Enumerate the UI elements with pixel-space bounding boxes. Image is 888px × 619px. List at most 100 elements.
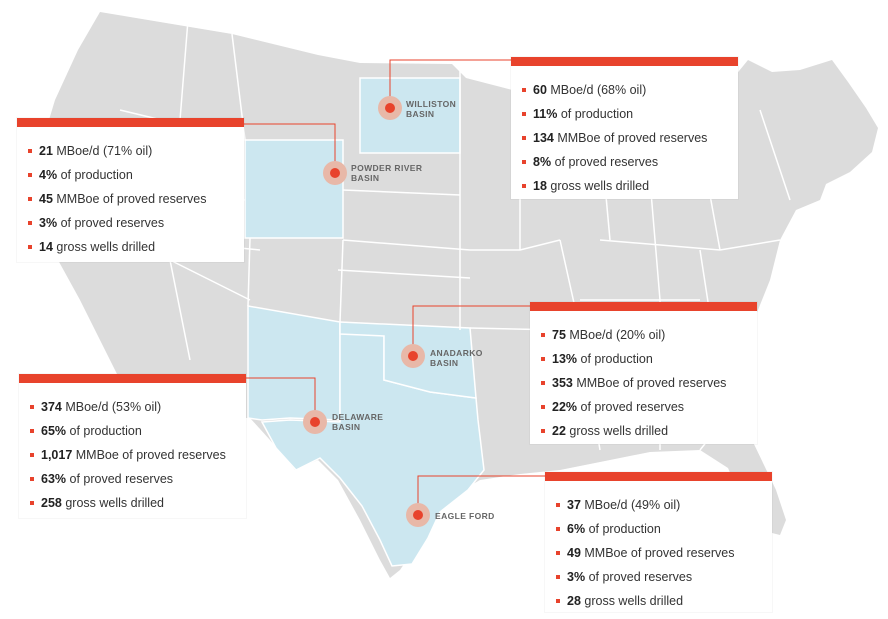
stat-item: 4% of production [17,163,244,187]
stat-value: 6% [567,522,586,536]
stat-value: 134 [533,131,554,145]
stat-item: 3% of proved reserves [545,565,772,589]
stat-text: of production [560,107,634,121]
stat-text: MBoe/d (71% oil) [56,144,153,158]
label-williston-line1: WILLISTON [406,99,457,109]
stat-item: 65% of production [19,419,246,443]
bullet-icon [541,333,545,337]
card-williston: 60 MBoe/d (68% oil) 11% of production 13… [511,57,738,199]
stat-text: MMBoe of proved reserves [557,131,708,145]
stat-value: 22% [552,400,578,414]
stat-list: 21 MBoe/d (71% oil) 4% of production 45 … [17,127,244,259]
label-powder-river-line1: POWDER RIVER [351,163,423,173]
bullet-icon [28,173,32,177]
stat-text: of production [69,424,142,438]
stat-text: of proved reserves [60,216,165,230]
stat-value: 37 [567,498,581,512]
stat-value: 1,017 [41,448,73,462]
stat-value: 21 [39,144,53,158]
leader-eagle-ford [417,475,546,513]
bullet-icon [541,381,545,385]
card-anadarko: 75 MBoe/d (20% oil) 13% of production 35… [530,302,757,444]
bullet-icon [522,184,526,188]
bullet-icon [522,160,526,164]
bullet-icon [556,503,560,507]
stat-value: 63% [41,472,67,486]
bullet-icon [28,221,32,225]
stat-item: 45 MMBoe of proved reserves [17,187,244,211]
stat-item: 1,017 MMBoe of proved reserves [19,443,246,467]
stat-item: 374 MBoe/d (53% oil) [19,395,246,419]
bullet-icon [541,405,545,409]
stat-value: 45 [39,192,53,206]
card-accent-bar [511,57,738,66]
stat-value: 3% [567,570,586,584]
bullet-icon [541,429,545,433]
stat-list: 75 MBoe/d (20% oil) 13% of production 35… [530,311,757,443]
marker-anadarko[interactable] [401,344,425,368]
north-dakota-region [359,77,461,154]
stat-text: gross wells drilled [56,240,156,254]
label-williston-line2: BASIN [406,109,435,119]
stat-text: MMBoe of proved reserves [56,192,207,206]
card-eagle-ford: 37 MBoe/d (49% oil) 6% of production 49 … [545,472,772,612]
stat-value: 13% [552,352,578,366]
stat-value: 65% [41,424,67,438]
stat-item: 75 MBoe/d (20% oil) [530,323,757,347]
label-eagle-ford: EAGLE FORD [435,511,495,521]
stat-list: 37 MBoe/d (49% oil) 6% of production 49 … [545,481,772,613]
stat-text: gross wells drilled [550,179,650,193]
stat-item: 14 gross wells drilled [17,235,244,259]
stat-value: 11% [533,107,558,121]
stat-item: 134 MMBoe of proved reserves [511,126,738,150]
stat-item: 3% of proved reserves [17,211,244,235]
stat-text: MBoe/d (49% oil) [584,498,681,512]
stat-item: 21 MBoe/d (71% oil) [17,139,244,163]
stat-text: of proved reserves [69,472,174,486]
stat-value: 3% [39,216,58,230]
stat-value: 8% [533,155,552,169]
stat-value: 28 [567,594,581,608]
stat-item: 8% of proved reserves [511,150,738,174]
stat-item: 37 MBoe/d (49% oil) [545,493,772,517]
stat-text: of production [60,168,133,182]
marker-williston[interactable] [378,96,402,120]
bullet-icon [522,88,526,92]
stat-value: 49 [567,546,581,560]
stat-value: 22 [552,424,566,438]
label-eagle-ford-line1: EAGLE FORD [435,511,495,521]
card-delaware: 374 MBoe/d (53% oil) 65% of production 1… [19,374,246,518]
label-delaware-line1: DELAWARE [332,412,384,422]
stat-item: 22% of proved reserves [530,395,757,419]
marker-eagle-ford[interactable] [406,503,430,527]
stat-item: 22 gross wells drilled [530,419,757,443]
stat-item: 353 MMBoe of proved reserves [530,371,757,395]
stat-text: of proved reserves [554,155,659,169]
stat-value: 374 [41,400,62,414]
stat-text: MMBoe of proved reserves [576,376,727,390]
leader-lines [244,59,546,513]
marker-powder-river[interactable] [323,161,347,185]
stat-value: 14 [39,240,53,254]
stat-list: 60 MBoe/d (68% oil) 11% of production 13… [511,66,738,198]
bullet-icon [30,501,34,505]
bullet-icon [28,245,32,249]
label-anadarko: ANADARKO BASIN [430,348,483,368]
new-mexico-region [247,305,341,421]
leader-delaware [246,377,316,420]
marker-delaware[interactable] [303,410,327,434]
label-anadarko-line2: BASIN [430,358,459,368]
leader-williston [389,59,512,104]
bullet-icon [541,357,545,361]
label-williston: WILLISTON BASIN [406,99,456,119]
leader-anadarko [412,305,531,352]
stat-item: 28 gross wells drilled [545,589,772,613]
bullet-icon [556,551,560,555]
stat-item: 13% of production [530,347,757,371]
wyoming-region [244,139,344,239]
label-delaware: DELAWARE BASIN [332,412,383,432]
stat-item: 6% of production [545,517,772,541]
stat-text: of production [588,522,661,536]
stat-text: MMBoe of proved reserves [75,448,226,462]
stat-text: gross wells drilled [569,424,669,438]
